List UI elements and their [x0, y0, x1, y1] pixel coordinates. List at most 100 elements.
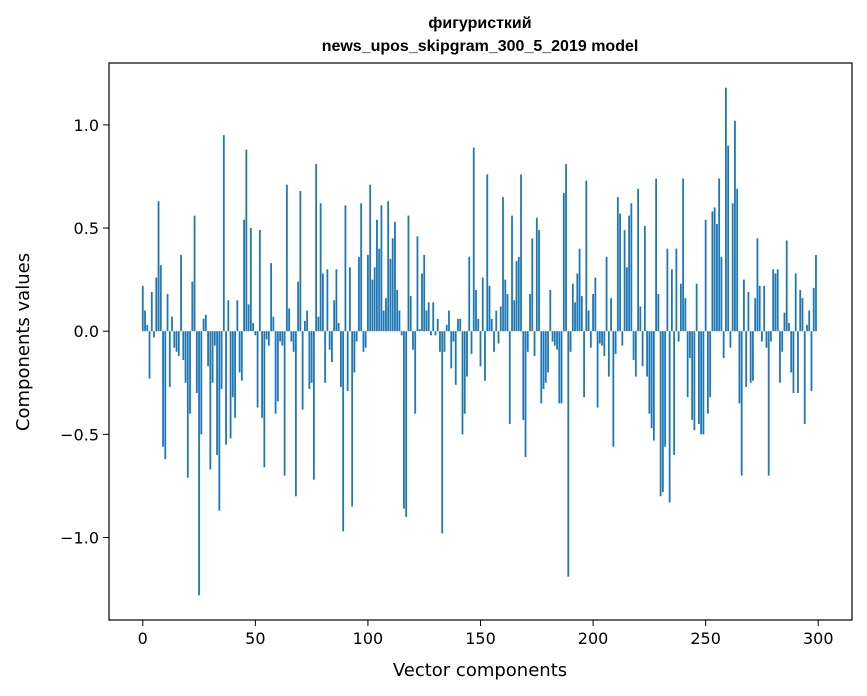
bar-236	[673, 331, 676, 455]
bar-142	[461, 331, 464, 435]
y-tick-label-0: −1.0	[60, 528, 99, 547]
bar-252	[709, 331, 712, 398]
bar-64	[285, 184, 288, 332]
bar-72	[303, 320, 306, 332]
bar-143	[463, 331, 466, 414]
bar-156	[493, 331, 495, 352]
bar-99	[364, 331, 367, 348]
bar-5	[153, 331, 155, 338]
bar-287	[788, 322, 790, 332]
bar-17	[180, 254, 182, 332]
bar-280	[772, 269, 775, 332]
x-axis-ticks: 0 50 100 150 200 250 300	[138, 620, 834, 648]
x-tick-label-3: 150	[465, 629, 496, 648]
bar-160	[502, 197, 504, 332]
bar-88	[340, 331, 342, 387]
bar-82	[326, 269, 329, 332]
bar-234	[668, 331, 671, 503]
bar-216	[628, 215, 630, 332]
bar-193	[576, 273, 579, 332]
bar-130	[434, 331, 437, 336]
bar-163	[508, 331, 511, 425]
y-axis-label: Components values	[13, 253, 34, 431]
bar-204	[601, 331, 603, 346]
bar-73	[306, 310, 309, 332]
bar-256	[718, 178, 721, 332]
bar-167	[517, 256, 520, 332]
bar-140	[457, 318, 459, 332]
bar-188	[565, 164, 567, 332]
bar-104	[376, 219, 378, 332]
bar-267	[743, 279, 745, 332]
bar-275	[761, 331, 763, 342]
bar-265	[738, 331, 741, 404]
bar-152	[484, 331, 486, 381]
bar-184	[556, 331, 558, 350]
bar-269	[747, 291, 750, 332]
bar-215	[625, 267, 628, 332]
bar-124	[421, 273, 423, 332]
bar-109	[387, 201, 390, 332]
bar-31	[211, 331, 214, 383]
y-tick-label-4: 1.0	[74, 116, 99, 135]
bar-112	[394, 221, 396, 332]
bar-232	[664, 331, 667, 447]
bar-170	[524, 331, 527, 458]
bar-97	[360, 203, 363, 332]
bar-24	[195, 331, 198, 394]
bar-299	[815, 254, 817, 332]
bar-244	[691, 331, 694, 420]
bar-196	[583, 331, 585, 398]
bar-195	[580, 296, 583, 332]
chart-title-line1: фигуристкий	[428, 15, 531, 32]
bar-100	[367, 254, 369, 332]
bar-239	[679, 283, 682, 332]
bar-231	[661, 331, 664, 493]
bar-68	[294, 331, 297, 497]
bar-206	[605, 256, 608, 332]
bar-75	[310, 331, 313, 383]
x-axis-label: Vector components	[393, 660, 567, 681]
bar-6	[155, 277, 158, 332]
bar-281	[774, 273, 777, 332]
bar-139	[454, 331, 457, 385]
bar-46	[245, 149, 248, 332]
bar-30	[209, 331, 212, 470]
bar-42	[236, 300, 239, 332]
bar-136	[448, 310, 450, 332]
bar-201	[594, 277, 597, 332]
bar-78	[317, 316, 320, 332]
bar-67	[292, 331, 295, 352]
bar-81	[324, 331, 327, 383]
bar-137	[450, 331, 453, 369]
bar-225	[648, 331, 651, 414]
bars-group	[141, 87, 817, 596]
bar-8	[159, 265, 162, 332]
bar-36	[222, 135, 225, 332]
bar-145	[468, 256, 471, 332]
bar-28	[204, 314, 207, 332]
bar-212	[619, 213, 621, 332]
bar-126	[425, 310, 428, 332]
bar-119	[409, 296, 412, 332]
bar-214	[623, 230, 626, 332]
bar-77	[315, 164, 318, 332]
bar-4	[150, 291, 153, 332]
y-axis-ticks: −1.0 −0.5 0.0 0.5 1.0	[60, 116, 109, 547]
bar-199	[589, 331, 592, 348]
bar-148	[475, 289, 477, 332]
bar-270	[749, 331, 752, 383]
bar-93	[351, 331, 354, 507]
bar-273	[756, 238, 759, 332]
bar-228	[655, 178, 658, 332]
bar-144	[466, 331, 468, 377]
bar-235	[670, 269, 673, 332]
bar-294	[803, 331, 806, 425]
bar-168	[520, 174, 522, 332]
bar-118	[407, 215, 410, 332]
bar-202	[596, 331, 599, 408]
bar-190	[569, 331, 572, 352]
bar-246	[695, 283, 698, 332]
bar-224	[646, 331, 649, 377]
